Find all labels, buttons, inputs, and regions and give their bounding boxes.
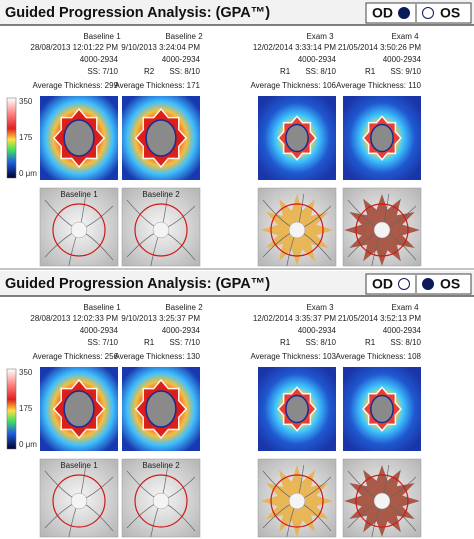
scale-bar (6, 368, 17, 450)
scan-circle (52, 203, 106, 257)
optic-disc (70, 492, 88, 510)
optic-disc-gap (63, 390, 95, 428)
exam-average: Average Thickness: 256 (32, 352, 118, 361)
optic-disc (152, 221, 170, 239)
exam-average: Average Thickness: 171 (114, 81, 200, 90)
exam-flag: R1 (144, 338, 155, 347)
scan-circle (355, 203, 409, 257)
exam-average: Average Thickness: 130 (114, 352, 200, 361)
eye-box (365, 2, 472, 24)
exam-id: 4000-2934 (383, 55, 422, 64)
exam-label: Baseline 1 (83, 303, 121, 312)
exam-flag: R1 (365, 67, 376, 76)
gpa-panel: Guided Progression Analysis: (GPA™) OD OS 3… (0, 271, 474, 538)
exam-label: Exam 4 (391, 32, 419, 41)
exam-label: Exam 3 (306, 32, 334, 41)
scan-circle (355, 474, 409, 528)
exam-ss: SS: 8/10 (305, 67, 336, 76)
scan-circle (270, 203, 324, 257)
exam-id: 4000-2934 (80, 55, 119, 64)
exam-ss: SS: 8/10 (390, 338, 421, 347)
scan-circle (134, 474, 188, 528)
exam-datetime: 28/08/2013 12:01:22 PM (30, 43, 118, 52)
exam-id: 4000-2934 (383, 326, 422, 335)
exam-id: 4000-2934 (80, 326, 119, 335)
scale-label: 0 μm (19, 440, 37, 449)
exam-label: Exam 3 (306, 303, 334, 312)
exam-datetime: 9/10/2013 3:25:37 PM (121, 314, 200, 323)
eye-right-dot (422, 7, 434, 19)
eye-right: OS (440, 276, 460, 292)
scan-circle (270, 474, 324, 528)
exam-id: 4000-2934 (298, 326, 337, 335)
exam-flag: R1 (280, 67, 291, 76)
exam-ss: SS: 7/10 (87, 67, 118, 76)
panel-title: Guided Progression Analysis: (GPA™) (5, 5, 270, 21)
eye-left: OD (372, 5, 393, 21)
eye-right: OS (440, 5, 460, 21)
exam-ss: SS: 7/10 (169, 338, 200, 347)
exam-id: 4000-2934 (298, 55, 337, 64)
fundus-label: Baseline 2 (142, 461, 180, 470)
exam-label: Baseline 2 (165, 32, 203, 41)
optic-disc (288, 492, 306, 510)
optic-disc (373, 492, 391, 510)
fundus-label: Baseline 1 (60, 190, 98, 199)
optic-disc-gap (145, 390, 177, 428)
exam-average: Average Thickness: 110 (336, 81, 421, 90)
exam-datetime: 21/05/2014 3:52:13 PM (338, 314, 422, 323)
scale-bar (6, 97, 17, 179)
eye-left-dot (398, 7, 410, 19)
exam-average: Average Thickness: 299 (32, 81, 118, 90)
eye-left-dot (398, 278, 410, 290)
optic-disc-gap (285, 394, 309, 424)
exam-flag: R1 (280, 338, 291, 347)
exam-ss: SS: 7/10 (87, 338, 118, 347)
exam-id: 4000-2934 (162, 326, 201, 335)
optic-disc (70, 221, 88, 239)
exam-datetime: 21/05/2014 3:50:26 PM (338, 43, 422, 52)
scale-label: 350 (19, 368, 33, 377)
exam-flag: R2 (144, 67, 155, 76)
exam-datetime: 12/02/2014 3:35:37 PM (253, 314, 337, 323)
exam-ss: SS: 8/10 (169, 67, 200, 76)
optic-disc (152, 492, 170, 510)
optic-disc (373, 221, 391, 239)
exam-id: 4000-2934 (162, 55, 201, 64)
exam-average: Average Thickness: 108 (335, 352, 421, 361)
panel-title: Guided Progression Analysis: (GPA™) (5, 276, 270, 292)
gpa-panel: Guided Progression Analysis: (GPA™) OD OS 3… (0, 0, 474, 267)
eye-right-dot (422, 278, 434, 290)
exam-label: Baseline 2 (165, 303, 203, 312)
optic-disc-gap (285, 123, 309, 153)
exam-ss: SS: 8/10 (305, 338, 336, 347)
optic-disc (288, 221, 306, 239)
exam-label: Baseline 1 (83, 32, 121, 41)
eye-left: OD (372, 276, 393, 292)
scale-label: 350 (19, 97, 33, 106)
scale-label: 175 (19, 133, 33, 142)
exam-average: Average Thickness: 106 (250, 81, 336, 90)
scan-circle (52, 474, 106, 528)
optic-disc-gap (63, 119, 95, 157)
exam-flag: R1 (365, 338, 376, 347)
optic-disc-gap (370, 394, 394, 424)
exam-datetime: 12/02/2014 3:33:14 PM (253, 43, 337, 52)
exam-datetime: 28/08/2013 12:02:33 PM (30, 314, 118, 323)
scan-circle (134, 203, 188, 257)
exam-average: Average Thickness: 103 (250, 352, 336, 361)
eye-box (365, 273, 472, 295)
scale-label: 175 (19, 404, 33, 413)
scale-label: 0 μm (19, 169, 37, 178)
exam-ss: SS: 9/10 (390, 67, 421, 76)
optic-disc-gap (370, 123, 394, 153)
fundus-label: Baseline 1 (60, 461, 98, 470)
optic-disc-gap (145, 119, 177, 157)
exam-datetime: 9/10/2013 3:24:04 PM (121, 43, 200, 52)
fundus-label: Baseline 2 (142, 190, 180, 199)
exam-label: Exam 4 (391, 303, 419, 312)
